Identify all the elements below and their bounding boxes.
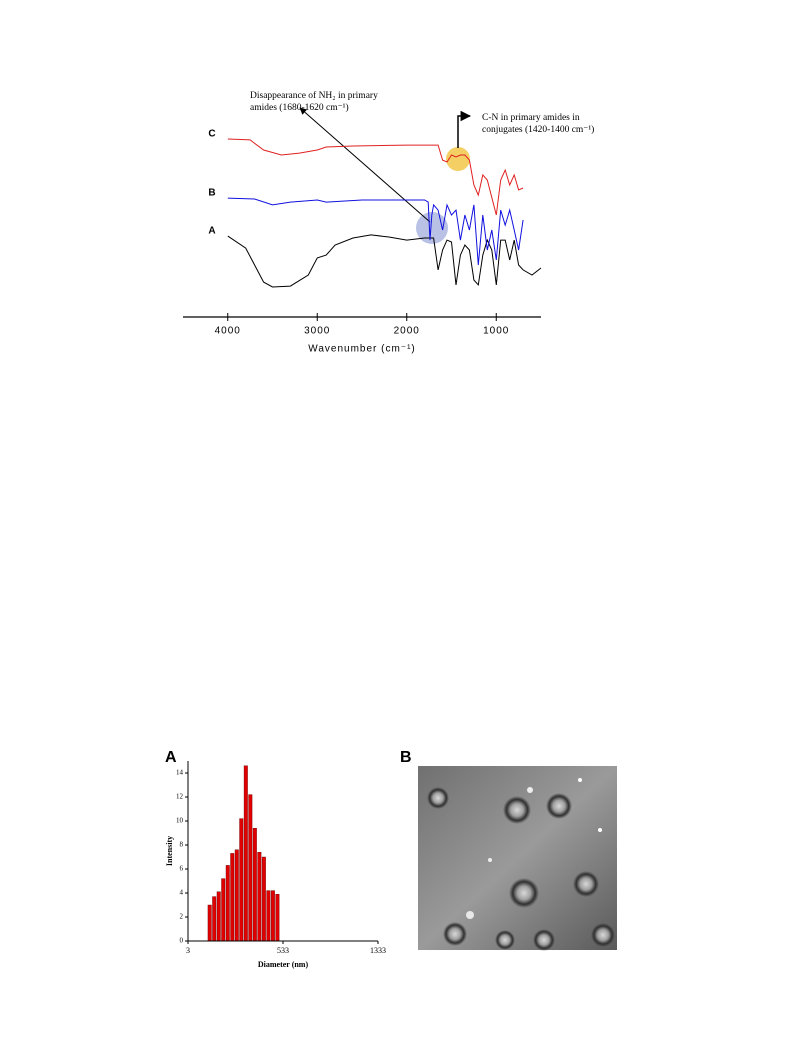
annotation: amides (1680-1620 cm⁻¹) [250, 102, 349, 113]
bar [257, 852, 262, 942]
x-tick-label: 533 [277, 946, 289, 955]
highlight-circle [446, 147, 470, 171]
y-axis-label: Intensity [165, 836, 174, 866]
bar [243, 765, 248, 942]
annotation: C-N in primary amides in [482, 113, 580, 123]
x-axis-label: Wavenumber (cm⁻¹) [308, 344, 415, 355]
annotation: Disappearance of NH₂ in primary [250, 90, 378, 101]
annotation: conjugates (1420-1400 cm⁻¹) [482, 124, 594, 135]
x-tick-label: 3 [186, 946, 190, 955]
series-label: C [208, 129, 215, 140]
bar [212, 896, 217, 942]
bar [261, 856, 266, 942]
bar [239, 818, 244, 942]
y-tick-label: 6 [180, 865, 184, 873]
y-tick-label: 2 [180, 913, 184, 921]
spectrum-line [227, 197, 524, 266]
bar [221, 878, 226, 942]
bar [225, 865, 230, 942]
bar [275, 894, 280, 942]
y-tick-label: 10 [176, 817, 184, 825]
annotation-arrow [457, 110, 472, 148]
bar [252, 828, 257, 942]
bar [207, 904, 212, 942]
bar [248, 794, 253, 942]
x-axis-label: Diameter (nm) [258, 960, 309, 969]
tem-image [418, 766, 617, 951]
panel-label: A [165, 749, 177, 766]
y-tick-label: 0 [180, 937, 184, 945]
bar [270, 890, 275, 942]
spectrum-line [227, 138, 524, 216]
y-tick-label: 8 [180, 841, 184, 849]
y-tick-label: 14 [176, 769, 184, 777]
x-tick-label: 2000 [394, 326, 420, 337]
x-tick-label: 4000 [215, 326, 241, 337]
y-tick-label: 4 [180, 889, 184, 897]
y-tick-label: 12 [176, 793, 184, 801]
x-tick-label: 1333 [370, 946, 386, 955]
annotation-arrow [299, 107, 431, 223]
panel-label: B [400, 749, 412, 766]
series-label: A [208, 226, 215, 237]
x-tick-label: 1000 [483, 326, 509, 337]
series-label: B [208, 188, 215, 199]
bar [234, 849, 239, 942]
x-tick-label: 3000 [304, 326, 330, 337]
bar [230, 853, 235, 942]
bar [266, 890, 271, 942]
bar [216, 891, 221, 942]
spectrum-line [227, 234, 542, 288]
